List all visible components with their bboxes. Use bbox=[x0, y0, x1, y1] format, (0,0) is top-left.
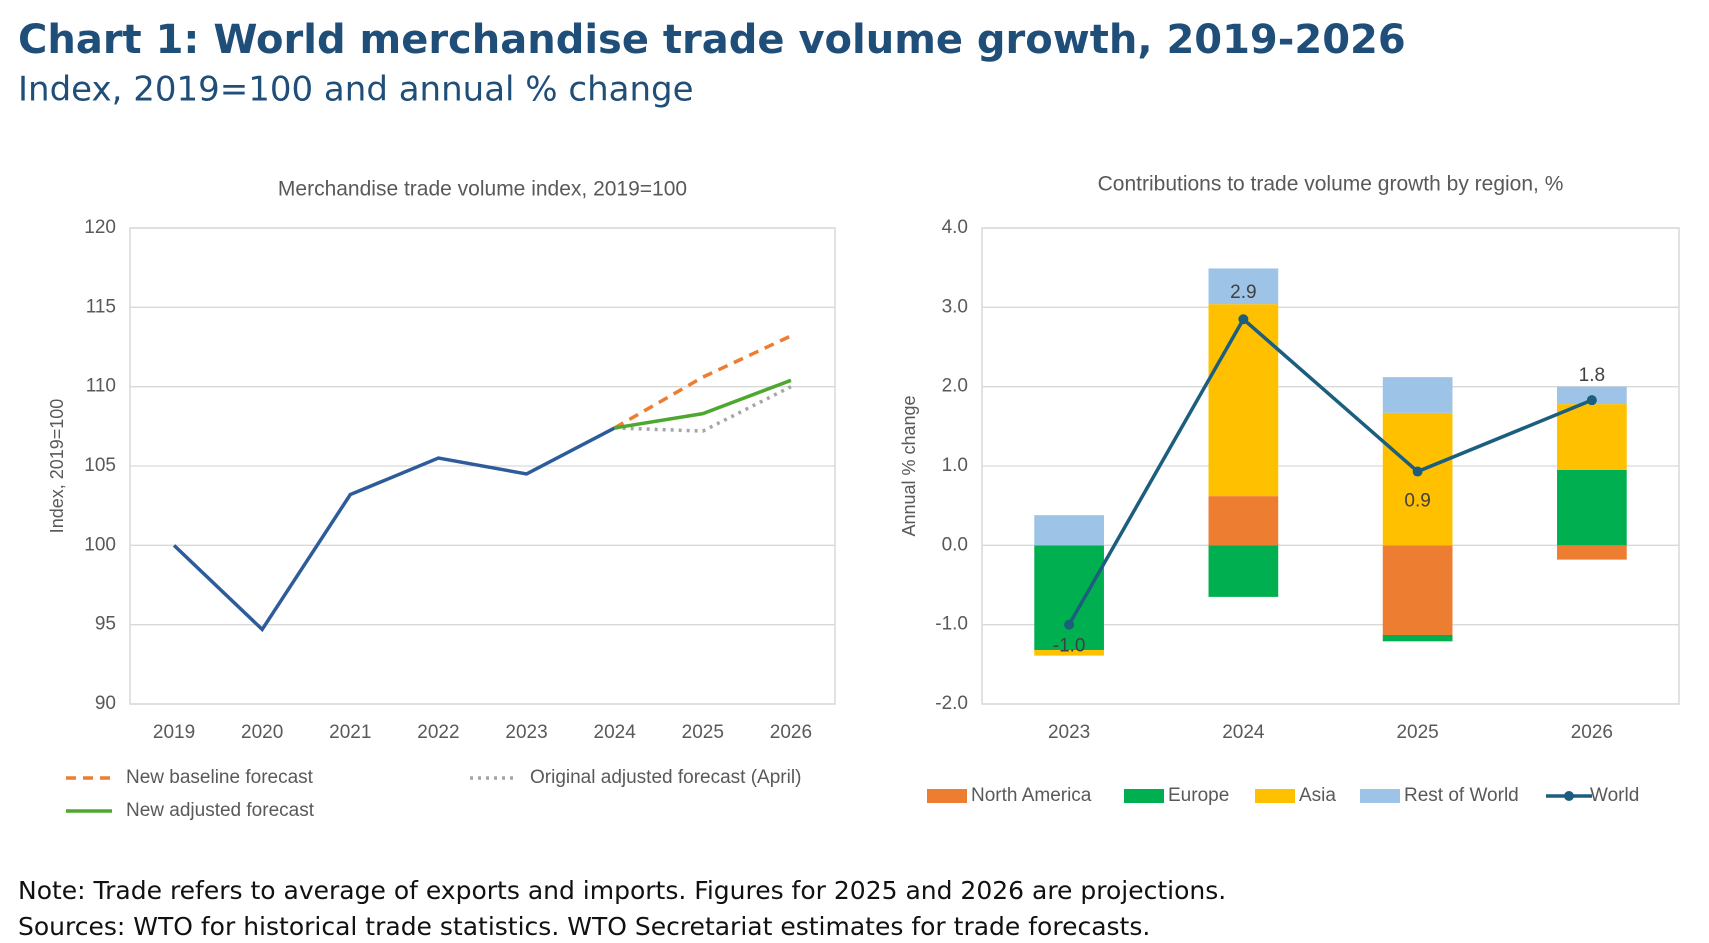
bar-segment bbox=[1557, 404, 1627, 470]
legend-label: Europe bbox=[1168, 785, 1229, 806]
bar-segment bbox=[1034, 545, 1104, 651]
x-tick-label: 2024 bbox=[1222, 722, 1265, 743]
y-tick-label: 3.0 bbox=[942, 296, 968, 317]
y-tick-label: -1.0 bbox=[935, 614, 968, 635]
y-tick-label: 105 bbox=[84, 455, 116, 476]
y-tick-label: 1.0 bbox=[942, 455, 968, 476]
plot-frame bbox=[981, 227, 1680, 705]
line bbox=[172, 426, 616, 633]
y-tick-label: 100 bbox=[84, 534, 116, 555]
x-tick-label: 2023 bbox=[505, 722, 547, 743]
x-tick-label: 2019 bbox=[153, 722, 195, 743]
note: Note: Trade refers to average of exports… bbox=[18, 876, 1226, 905]
chart-title: Merchandise trade volume index, 2019=100 bbox=[278, 178, 687, 201]
bar-segment bbox=[1382, 545, 1453, 635]
line bbox=[1067, 316, 1593, 626]
bar-segment bbox=[1034, 650, 1104, 656]
x-tick-label: 2025 bbox=[1396, 722, 1438, 743]
legend-swatch bbox=[1124, 789, 1164, 803]
x-tick-label: 2022 bbox=[417, 722, 459, 743]
y-tick-label: 4.0 bbox=[942, 217, 968, 238]
bar-segment bbox=[1208, 545, 1279, 597]
x-tick-label: 2025 bbox=[682, 722, 724, 743]
data-label: 2.9 bbox=[1230, 282, 1256, 303]
bar-segment bbox=[1034, 515, 1104, 546]
bar-segment bbox=[1557, 545, 1627, 560]
y-tick-label: 110 bbox=[86, 376, 116, 397]
marker bbox=[1064, 619, 1075, 630]
y-tick-label: -2.0 bbox=[935, 693, 968, 714]
bar-segment bbox=[1208, 496, 1279, 546]
data-label: 0.9 bbox=[1404, 491, 1430, 512]
bar-segment bbox=[1208, 268, 1279, 305]
legend-swatch bbox=[1255, 789, 1295, 803]
bar-segment bbox=[1382, 412, 1453, 546]
legend-swatch bbox=[1360, 789, 1400, 803]
y-tick-label: 95 bbox=[95, 614, 116, 635]
plot-frame bbox=[129, 227, 836, 705]
data-label: -1.0 bbox=[1053, 636, 1086, 657]
legend-swatch bbox=[927, 789, 967, 803]
bar-segment bbox=[1208, 304, 1279, 497]
marker bbox=[1586, 395, 1597, 406]
y-axis-title: Annual % change bbox=[899, 395, 919, 536]
page-subtitle: Index, 2019=100 and annual % change bbox=[18, 70, 694, 110]
marker bbox=[1412, 466, 1423, 477]
legend-label: Rest of World bbox=[1404, 785, 1519, 806]
source: Sources: WTO for historical trade statis… bbox=[18, 912, 1150, 941]
y-tick-label: 0.0 bbox=[942, 534, 968, 555]
legend-marker bbox=[1564, 791, 1574, 801]
page-title: Chart 1: World merchandise trade volume … bbox=[18, 17, 1406, 63]
legend-label: Original adjusted forecast (April) bbox=[530, 767, 801, 788]
y-tick-label: 2.0 bbox=[942, 376, 968, 397]
y-tick-label: 90 bbox=[95, 693, 116, 714]
legend-label: World bbox=[1590, 785, 1639, 806]
x-tick-label: 2021 bbox=[329, 722, 371, 743]
x-tick-label: 2026 bbox=[1571, 722, 1613, 743]
data-label: 1.8 bbox=[1579, 365, 1605, 386]
legend-label: New baseline forecast bbox=[126, 767, 314, 788]
legend-label: Asia bbox=[1299, 785, 1336, 806]
bar-segment bbox=[1382, 634, 1453, 642]
legend-label: North America bbox=[971, 785, 1092, 806]
x-tick-label: 2020 bbox=[241, 722, 283, 743]
legend-label: New adjusted forecast bbox=[126, 800, 315, 821]
bar-segment bbox=[1557, 469, 1627, 546]
y-axis-title: Index, 2019=100 bbox=[47, 399, 67, 534]
bar-segment bbox=[1382, 377, 1453, 413]
marker bbox=[1238, 314, 1249, 325]
line bbox=[614, 385, 792, 433]
chart-title: Contributions to trade volume growth by … bbox=[1098, 173, 1564, 196]
x-tick-label: 2023 bbox=[1048, 722, 1090, 743]
y-tick-label: 120 bbox=[84, 217, 116, 238]
x-tick-label: 2024 bbox=[594, 722, 637, 743]
y-tick-label: 115 bbox=[86, 296, 116, 317]
x-tick-label: 2026 bbox=[770, 722, 812, 743]
line bbox=[614, 378, 792, 430]
